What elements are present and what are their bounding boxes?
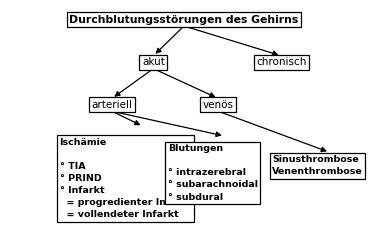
Text: akut: akut bbox=[142, 57, 165, 67]
Text: chronisch: chronisch bbox=[256, 57, 307, 67]
Text: Sinusthrombose
Venenthrombose: Sinusthrombose Venenthrombose bbox=[272, 155, 363, 176]
Text: Blutungen

° intrazerebral
° subarachnoidal
° subdural: Blutungen ° intrazerebral ° subarachnoid… bbox=[168, 144, 258, 202]
Text: Ischämie

° TIA
° PRIND
° Infarkt
  = progredienter Infarkt
  = vollendeter Infa: Ischämie ° TIA ° PRIND ° Infarkt = progr… bbox=[60, 137, 192, 219]
Text: arteriell: arteriell bbox=[91, 100, 132, 110]
Text: venös: venös bbox=[203, 100, 234, 110]
Text: Durchblutungsstörungen des Gehirns: Durchblutungsstörungen des Gehirns bbox=[70, 15, 298, 25]
